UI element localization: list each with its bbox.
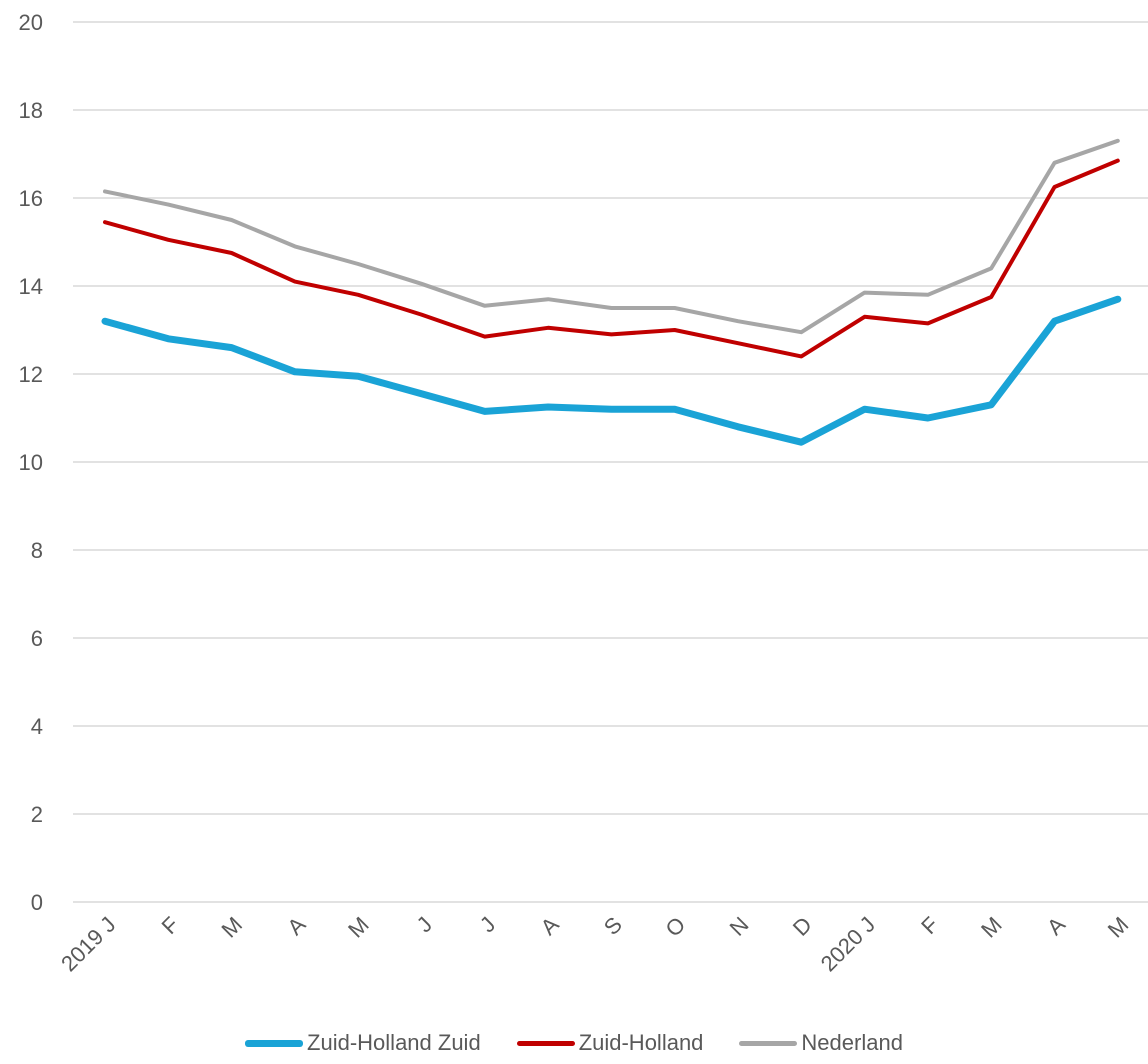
x-tick-label: M bbox=[976, 912, 1007, 943]
x-tick-label: D bbox=[788, 912, 817, 941]
legend-label: Nederland bbox=[801, 1030, 903, 1055]
y-tick-label: 20 bbox=[19, 10, 43, 35]
x-tick-label: N bbox=[725, 912, 754, 941]
x-tick-label: J bbox=[412, 912, 437, 937]
x-tick-label: M bbox=[1103, 912, 1134, 943]
x-tick-label: 2019 J bbox=[56, 912, 120, 976]
legend-label: Zuid-Holland Zuid bbox=[307, 1030, 481, 1055]
x-tick-label: 2020 J bbox=[816, 912, 880, 976]
line-chart: 0 2 4 6 8 10 12 14 16 18 20 2019 J F M A M J J A S O N D2020 … bbox=[19, 10, 1148, 977]
y-tick-label: 18 bbox=[19, 98, 43, 123]
y-tick-label: 4 bbox=[31, 714, 43, 739]
y-tick-label: 16 bbox=[19, 186, 43, 211]
series-line-nederland bbox=[103, 138, 1120, 335]
x-tick-label: F bbox=[916, 912, 943, 939]
x-tick-label: O bbox=[660, 912, 690, 942]
legend-label: Zuid-Holland bbox=[578, 1030, 704, 1055]
x-tick-label: A bbox=[1042, 912, 1070, 940]
legend-item: Nederland bbox=[739, 1030, 903, 1056]
x-tick-label: M bbox=[216, 912, 247, 943]
x-tick-label: A bbox=[282, 912, 310, 940]
x-tick-label: F bbox=[157, 912, 184, 939]
y-tick-label: 8 bbox=[31, 538, 43, 563]
y-tick-label: 6 bbox=[31, 626, 43, 651]
x-tick-label: M bbox=[343, 912, 374, 943]
legend-item: Zuid-Holland bbox=[516, 1030, 704, 1056]
series-line-zuid-holland bbox=[103, 158, 1120, 359]
x-tick-label: A bbox=[536, 912, 564, 940]
series-lines bbox=[101, 138, 1122, 446]
gridlines bbox=[73, 21, 1148, 903]
legend-swatch bbox=[516, 1040, 575, 1046]
y-tick-label: 12 bbox=[19, 362, 43, 387]
y-tick-label: 14 bbox=[19, 274, 43, 299]
legend-swatch bbox=[739, 1040, 798, 1046]
y-tick-label: 10 bbox=[19, 450, 43, 475]
x-tick-label: J bbox=[475, 912, 500, 937]
legend-swatch bbox=[245, 1039, 304, 1047]
y-axis-tick-labels: 0 2 4 6 8 10 12 14 16 18 20 bbox=[19, 10, 43, 915]
legend-item: Zuid-Holland Zuid bbox=[245, 1030, 481, 1056]
x-tick-label: S bbox=[599, 912, 627, 940]
series-line-zuid-holland-zuid bbox=[101, 295, 1122, 446]
y-tick-label: 2 bbox=[31, 802, 43, 827]
y-tick-label: 0 bbox=[31, 890, 43, 915]
legend: Zuid-Holland Zuid Zuid-Holland Nederland bbox=[0, 1028, 1148, 1058]
